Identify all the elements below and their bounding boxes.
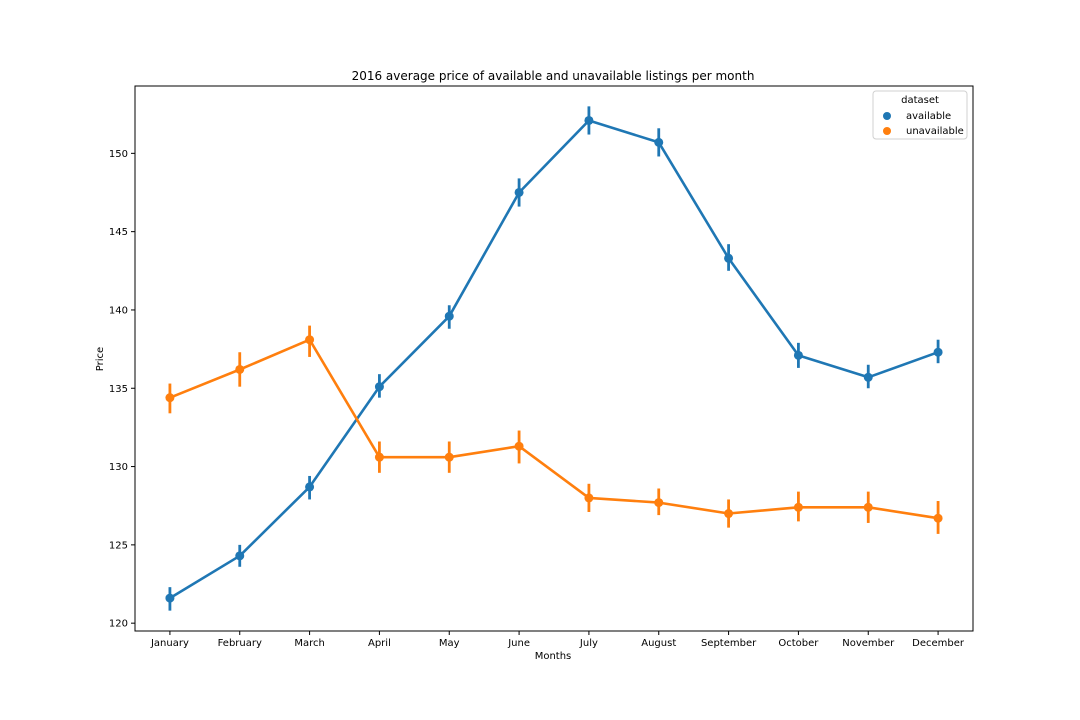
plot-area: [135, 86, 973, 631]
x-tick-label: November: [842, 638, 895, 649]
legend-box: [872, 90, 968, 140]
plot-frame: [134, 85, 974, 632]
y-axis-title: Price: [95, 347, 106, 371]
x-axis-ticks: January February March April May June July Augu…: [150, 631, 965, 649]
x-tick-label: March: [294, 638, 324, 649]
data-point: [933, 347, 943, 357]
data-point: [654, 137, 664, 147]
data-point: [863, 372, 873, 382]
data-point: [514, 187, 524, 197]
data-point: [374, 452, 384, 462]
data-point: [584, 115, 594, 125]
data-point: [305, 482, 315, 492]
legend-marker-available: [883, 112, 891, 120]
legend-title: dataset: [901, 95, 939, 106]
data-point: [235, 364, 245, 374]
x-tick-label: October: [778, 638, 819, 649]
data-point: [793, 350, 803, 360]
x-tick-label: September: [701, 638, 757, 649]
legend-label-unavailable: unavailable: [906, 126, 964, 137]
data-point: [863, 502, 873, 512]
series-unavailable: [165, 325, 943, 534]
data-point: [374, 382, 384, 392]
legend: dataset available unavailable: [872, 90, 968, 140]
y-tick-label: 130: [109, 462, 128, 473]
x-tick-label: July: [579, 638, 598, 649]
data-point: [724, 509, 734, 519]
x-tick-label: February: [218, 638, 262, 649]
x-tick-label: May: [439, 638, 460, 649]
data-point: [305, 335, 315, 345]
data-point: [235, 551, 245, 561]
x-tick-label: April: [368, 638, 391, 649]
y-axis-ticks: 120 125 130 135 140 145 150: [109, 149, 135, 630]
y-tick-label: 125: [109, 540, 128, 551]
y-tick-label: 140: [109, 305, 128, 316]
series-line-unavailable: [169, 338, 939, 520]
data-point: [165, 393, 175, 403]
legend-marker-unavailable: [883, 127, 891, 135]
data-point: [444, 452, 454, 462]
data-point: [514, 441, 524, 451]
y-tick-label: 120: [109, 619, 128, 630]
chart-title: 2016 average price of available and unav…: [352, 69, 755, 83]
y-tick-label: 145: [109, 227, 128, 238]
data-point: [444, 311, 454, 321]
data-point: [654, 498, 664, 508]
x-tick-label: August: [641, 638, 676, 649]
x-axis-title: Months: [535, 651, 572, 662]
x-tick-label: December: [912, 638, 965, 649]
data-point: [584, 493, 594, 503]
series-available: [165, 106, 943, 611]
series-layer: [165, 106, 943, 611]
series-line-available: [169, 119, 939, 600]
x-tick-label: June: [507, 638, 530, 649]
data-point: [933, 513, 943, 523]
data-point: [793, 502, 803, 512]
legend-label-available: available: [906, 111, 951, 122]
y-tick-label: 135: [109, 384, 128, 395]
data-point: [724, 253, 734, 263]
y-tick-label: 150: [109, 149, 128, 160]
x-tick-label: January: [150, 638, 189, 649]
data-point: [165, 593, 175, 603]
